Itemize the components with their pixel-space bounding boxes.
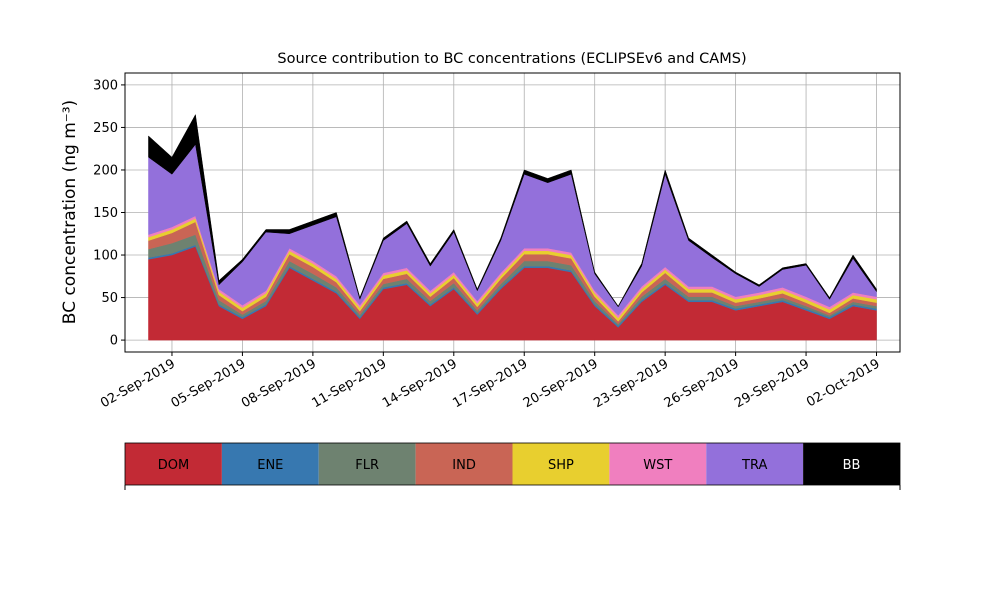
- legend-label: BB: [843, 458, 861, 473]
- y-tick-label: 200: [93, 163, 118, 178]
- legend-swatch: [125, 443, 222, 485]
- legend-swatch: [512, 443, 610, 485]
- legend-label: FLR: [355, 458, 379, 473]
- legend-label: DOM: [158, 458, 189, 473]
- y-tick-label: 50: [101, 291, 118, 306]
- legend-swatch: [415, 443, 513, 485]
- y-tick-label: 100: [93, 249, 118, 264]
- legend-label: ENE: [257, 458, 283, 473]
- legend-swatch: [221, 443, 319, 485]
- legend-swatch: [803, 443, 900, 485]
- y-tick-label: 0: [110, 334, 118, 349]
- legend-label: IND: [452, 458, 476, 473]
- legend-frame: [124, 442, 901, 486]
- y-tick-label: 150: [93, 206, 118, 221]
- y-axis-label: BC concentration (ng m⁻³): [60, 100, 80, 324]
- legend-swatch: [609, 443, 707, 485]
- legend-swatch: [318, 443, 416, 485]
- legend-label: SHP: [548, 458, 574, 473]
- legend-swatch: [706, 443, 804, 485]
- y-tick-label: 300: [93, 78, 118, 93]
- area: [148, 113, 877, 308]
- y-tick-label: 250: [93, 121, 118, 136]
- legend-label: WST: [643, 458, 672, 473]
- legend-label: TRA: [741, 458, 767, 473]
- chart-title: Source contribution to BC concentrations…: [277, 51, 746, 67]
